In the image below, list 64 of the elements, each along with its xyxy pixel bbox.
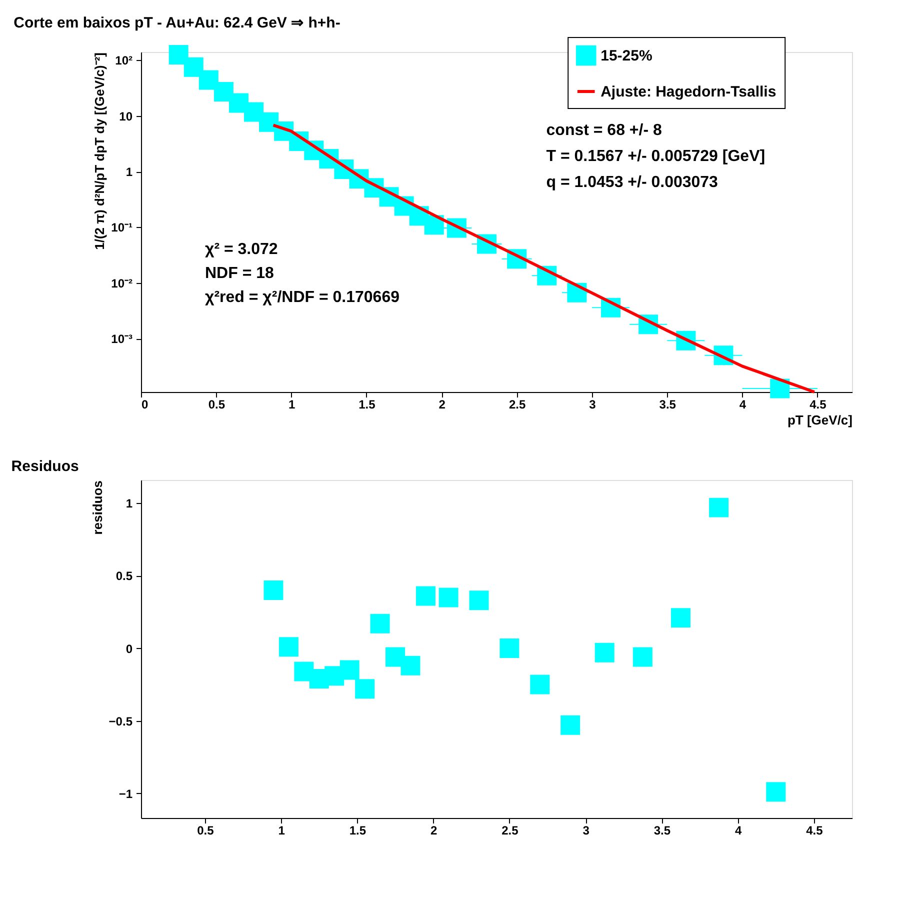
x-tick-label: 2.5 [502, 824, 519, 838]
y-tick-label: 0 [126, 642, 133, 656]
point [560, 715, 580, 735]
x-tick-label: 4.5 [810, 398, 827, 412]
x-axis-title: pT [GeV/c] [787, 412, 852, 428]
x-tick-label: 1.5 [349, 824, 366, 838]
point [340, 660, 360, 680]
x-tick-label: 0 [142, 398, 148, 412]
point [416, 586, 436, 606]
x-tick-label: 2 [438, 398, 446, 412]
x-tick-label: 3 [589, 398, 596, 412]
y-tick-label: 10⁻² [111, 276, 133, 290]
x-tick-label: 4 [739, 398, 746, 412]
y-tick-label: 1 [126, 496, 133, 511]
point [670, 608, 690, 628]
point [766, 782, 786, 802]
point [632, 647, 652, 667]
chart-title: Corte em baixos pT - Au+Au: 62.4 GeV ⇒ h+h- [14, 14, 340, 32]
legend-label: Ajuste: Hagedorn-Tsallis [600, 84, 776, 100]
x-tick-label: 3 [582, 824, 590, 838]
annotation: NDF = 18 [204, 265, 274, 282]
y-tick-label: 10⁻¹ [111, 220, 133, 235]
annotation: q = 1.0453 +/- 0.003073 [546, 174, 718, 191]
point [400, 656, 420, 676]
point [709, 498, 729, 518]
point [469, 590, 489, 610]
x-tick-label: 2.5 [508, 398, 526, 412]
point [198, 70, 218, 90]
point [594, 642, 614, 662]
annotation: const = 68 +/- 8 [546, 122, 662, 139]
y-tick-label: 1 [126, 165, 133, 180]
point [214, 82, 234, 102]
x-tick-label: 2 [430, 824, 438, 838]
annotation: χ²red = χ²/NDF = 0.170669 [204, 289, 400, 306]
y-tick-label: −1 [118, 786, 133, 801]
annotation: χ² = 3.072 [204, 241, 278, 258]
y-tick-label: 10 [119, 109, 133, 124]
x-tick-label: 4.5 [806, 824, 824, 838]
y-tick-label: 10⁻³ [111, 332, 133, 346]
point [530, 674, 550, 694]
x-tick-label: 3.5 [654, 824, 671, 838]
point [264, 580, 284, 600]
point [438, 588, 458, 608]
y-tick-label: 0.5 [116, 569, 133, 584]
y-axis-title: residuos [90, 480, 105, 535]
x-tick-label: 3.5 [659, 398, 676, 412]
x-tick-label: 4 [734, 824, 742, 838]
point [355, 679, 375, 699]
chart-title: Residuos [11, 458, 79, 475]
point [278, 637, 298, 657]
y-tick-label: −0.5 [108, 714, 133, 728]
x-tick-label: 1 [288, 398, 296, 412]
legend-label: 15-25% [600, 48, 652, 64]
x-tick-label: 1.5 [358, 398, 376, 412]
annotation: T = 0.1567 +/- 0.005729 [GeV] [546, 148, 766, 165]
point [168, 44, 188, 64]
point [500, 638, 520, 658]
point [184, 57, 204, 77]
y-axis-title: 1/(2 π) d²N/pT dpT dy [(GeV/c)⁻²] [92, 52, 108, 250]
x-tick-label: 0.5 [197, 824, 214, 838]
point [370, 614, 390, 634]
x-tick-label: 1 [278, 824, 286, 838]
x-tick-label: 0.5 [208, 398, 226, 412]
y-tick-label: 10² [115, 54, 133, 68]
